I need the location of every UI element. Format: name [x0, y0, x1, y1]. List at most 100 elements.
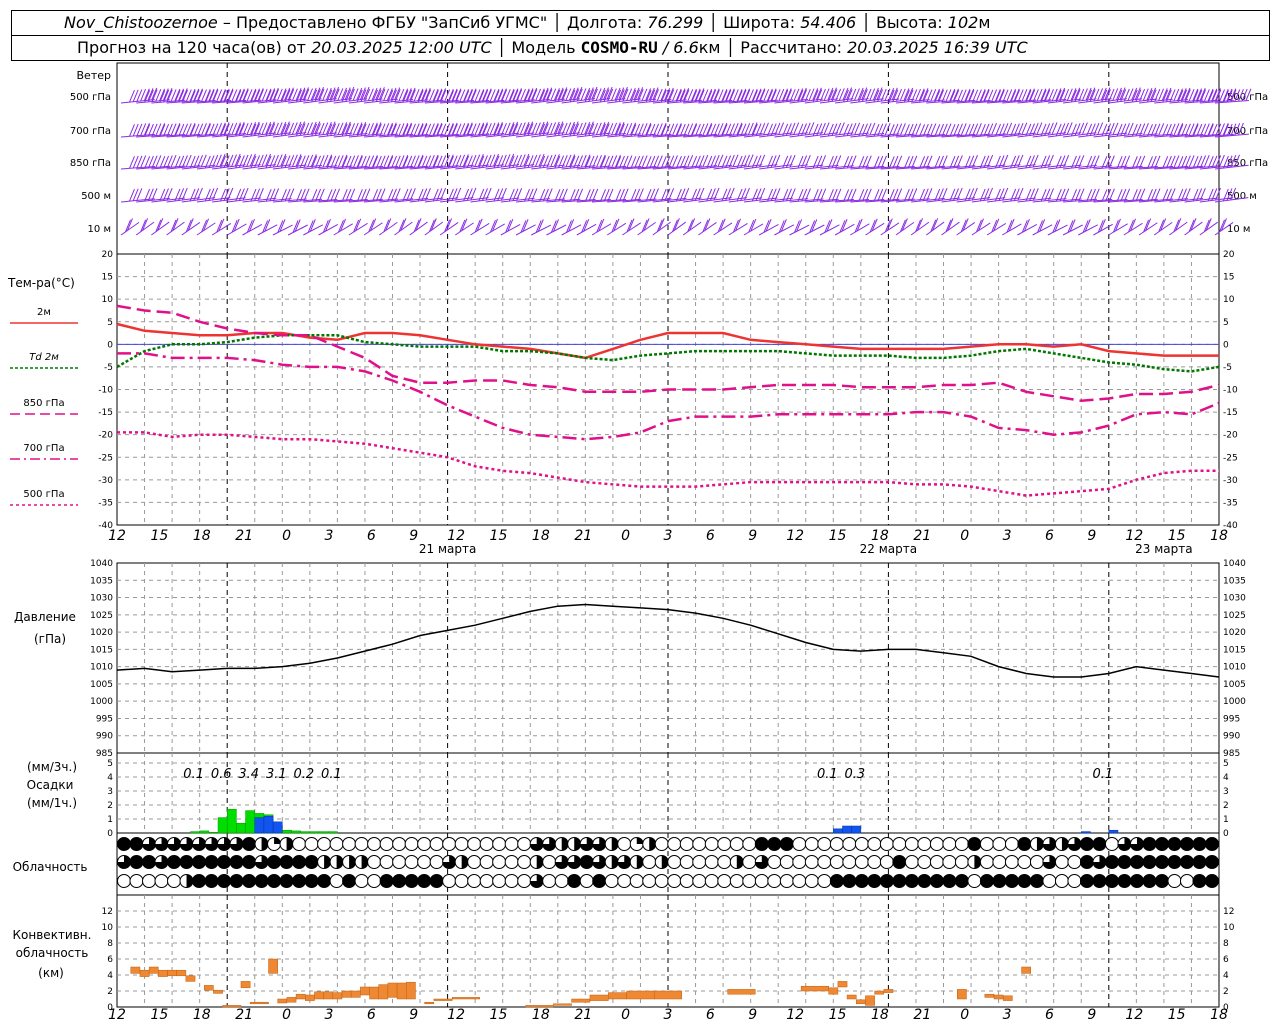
wind-barb-shaft	[622, 222, 641, 236]
wind-barb-feather	[261, 122, 268, 135]
wind-barb-feather	[561, 88, 568, 102]
cloud-cover-symbol	[829, 855, 844, 869]
wind-barb-feather	[1006, 89, 1013, 102]
wind-barb-feather	[257, 88, 264, 101]
wind-barb-shaft	[1108, 223, 1128, 236]
temp-ytick-right: -30	[1223, 476, 1238, 486]
wind-barb-feather	[934, 156, 941, 169]
wind-barb-feather	[850, 188, 857, 202]
wind-barb-feather	[1169, 89, 1176, 102]
wind-barb-feather	[478, 155, 485, 169]
wind-barb-feather	[151, 155, 158, 168]
wind-barb-feather	[991, 89, 998, 102]
wind-barb-feather	[719, 218, 726, 231]
wind-barb-feather	[584, 87, 591, 101]
wind-barb-feather	[628, 218, 635, 231]
cloud-cover-symbol	[979, 874, 994, 888]
wind-barb-feather	[1093, 122, 1100, 136]
wind-barb-feather	[766, 88, 773, 102]
wind-barb-feather	[721, 90, 728, 103]
wind-barb-feather	[493, 188, 500, 202]
wind-barb-feather	[573, 123, 580, 136]
wind-barb-feather	[345, 89, 352, 102]
wind-barb-feather	[235, 90, 242, 103]
wind-barb-feather	[953, 123, 960, 137]
cloud-cover-symbol	[504, 855, 519, 869]
wind-barb-feather	[960, 123, 967, 136]
wind-barb-feather	[694, 155, 701, 168]
wind-barb-feather	[656, 88, 663, 102]
wind-barb-feather	[197, 123, 204, 136]
wind-barb-feather	[409, 155, 416, 168]
cloud-cover-symbol	[292, 855, 307, 869]
wind-barb-feather	[208, 155, 215, 168]
wind-barb-feather	[493, 90, 500, 103]
conv-cloud-bar	[883, 989, 894, 993]
wind-barb-feather	[603, 121, 610, 135]
wind-barb-feather	[956, 155, 963, 168]
wind-barb-feather	[280, 189, 287, 202]
wind-barb-feather	[142, 218, 149, 231]
wind-barb-feather	[1150, 188, 1157, 202]
precip-ytick-left: 4	[107, 773, 113, 783]
wind-barb-feather	[641, 88, 648, 102]
wind-barb-feather	[272, 122, 279, 136]
wind-barb-feather	[1196, 188, 1203, 201]
wind-barb-feather	[615, 89, 622, 103]
cloud-cover-symbol	[767, 874, 782, 888]
wind-barb-feather	[789, 188, 796, 201]
wind-barb-feather	[660, 188, 667, 202]
wind-barb-feather	[843, 123, 849, 137]
wind-barb-feather	[717, 154, 724, 168]
wind-barb-feather	[485, 89, 492, 102]
wind-barb-feather	[1199, 88, 1206, 101]
wind-barb-feather	[884, 122, 891, 136]
wind-barb-feather	[390, 89, 397, 102]
wind-barb-feather	[725, 89, 732, 103]
wind-barb-feather	[819, 122, 826, 136]
wind-barb-feather	[538, 153, 545, 167]
conv-cloud-bar	[286, 997, 297, 1003]
wind-barb-feather	[930, 219, 937, 232]
cloud-cover-symbol	[492, 837, 507, 851]
wind-barb-feather	[568, 121, 575, 135]
cloud-cover-symbol	[892, 855, 907, 869]
wind-barb-feather	[1070, 123, 1077, 137]
wind-barb-feather	[671, 219, 678, 232]
wind-barb-feather	[922, 155, 929, 169]
wind-barb-feather	[1063, 154, 1070, 168]
wind-barb-feather	[231, 89, 238, 102]
wind-barb-feather	[193, 89, 200, 103]
wind-barb-feather	[809, 220, 816, 233]
conv-cloud-bar	[314, 991, 324, 1000]
temp-ytick-left: -35	[98, 498, 113, 508]
wind-barb-feather	[645, 122, 652, 136]
wind-barb-feather	[554, 189, 561, 202]
wind-barb-feather	[1069, 219, 1076, 232]
cloud-cover-symbol	[917, 874, 932, 888]
wind-barb-feather	[436, 88, 443, 101]
cloud-title: Облачность	[13, 860, 88, 874]
wind-barb-feather	[846, 87, 853, 100]
wind-barb-feather	[615, 156, 622, 169]
wind-barb-feather	[683, 88, 690, 101]
wind-barb-feather	[196, 187, 203, 201]
wind-barb-feather	[430, 218, 437, 231]
wind-barb-feather	[1104, 89, 1111, 102]
wind-barb-feather	[732, 122, 739, 136]
cloud-cover-symbol	[1104, 874, 1119, 888]
wind-barb-feather	[280, 155, 287, 169]
rain-bar	[208, 832, 219, 834]
wind-barb-feather	[296, 189, 303, 202]
wind-barb-feather	[1169, 123, 1176, 136]
wind-barb-feather	[424, 88, 431, 101]
wind-barb-feather	[310, 121, 317, 135]
wind-barb-feather	[1002, 89, 1009, 102]
wind-barb-feather	[947, 218, 954, 231]
temp-title: Тем-ра(°C)	[7, 276, 75, 290]
hour-tick-label: 9	[748, 528, 757, 544]
wind-barb-feather	[368, 155, 375, 168]
cloud-cover-symbol	[317, 874, 332, 888]
temp-700-line	[117, 352, 1220, 441]
cloud-cover-symbol	[1067, 855, 1082, 869]
